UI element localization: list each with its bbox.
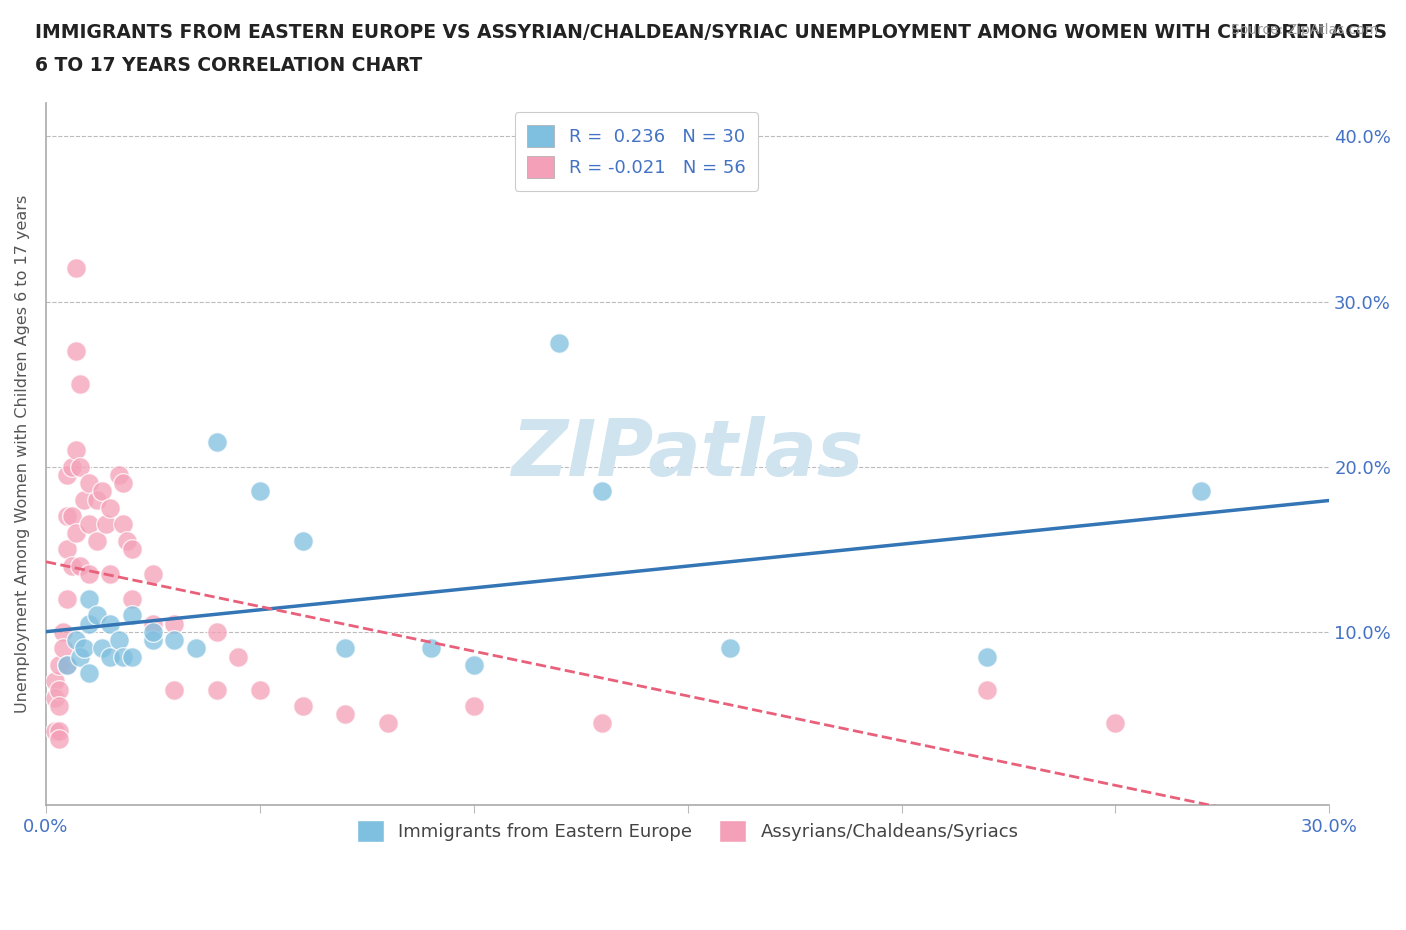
Point [335, 641, 357, 656]
Point [69, 459, 91, 474]
Point [44, 690, 66, 705]
Point [90, 484, 112, 498]
Point [107, 632, 129, 647]
Point [163, 683, 186, 698]
Point [90, 641, 112, 656]
Point [291, 534, 314, 549]
Point [69, 649, 91, 664]
Point [591, 484, 613, 498]
Point [111, 476, 134, 491]
Text: ZIPatlas: ZIPatlas [512, 417, 863, 492]
Point [249, 484, 271, 498]
Point [142, 616, 165, 631]
Point [548, 336, 571, 351]
Point [98, 616, 121, 631]
Point [48, 732, 70, 747]
Point [420, 641, 443, 656]
Point [56, 591, 79, 606]
Point [65, 343, 87, 358]
Point [56, 509, 79, 524]
Point [56, 468, 79, 483]
Point [48, 698, 70, 713]
Point [142, 624, 165, 639]
Point [60, 558, 83, 573]
Point [65, 443, 87, 458]
Point [121, 542, 143, 557]
Text: Source: ZipAtlas.com: Source: ZipAtlas.com [1230, 23, 1378, 37]
Text: IMMIGRANTS FROM EASTERN EUROPE VS ASSYRIAN/CHALDEAN/SYRIAC UNEMPLOYMENT AMONG WO: IMMIGRANTS FROM EASTERN EUROPE VS ASSYRI… [35, 23, 1388, 42]
Point [48, 683, 70, 698]
Point [1104, 715, 1126, 730]
Point [60, 509, 83, 524]
Point [65, 261, 87, 276]
Point [117, 534, 139, 549]
Point [86, 534, 108, 549]
Point [121, 591, 143, 606]
Point [463, 698, 485, 713]
Point [77, 591, 100, 606]
Point [121, 608, 143, 623]
Point [52, 641, 75, 656]
Point [73, 641, 96, 656]
Point [121, 649, 143, 664]
Point [73, 492, 96, 507]
Point [249, 683, 271, 698]
Point [77, 517, 100, 532]
Point [111, 517, 134, 532]
Point [60, 459, 83, 474]
Point [44, 724, 66, 738]
Point [48, 724, 70, 738]
Legend: Immigrants from Eastern Europe, Assyrians/Chaldeans/Syriacs: Immigrants from Eastern Europe, Assyrian… [349, 813, 1026, 849]
Point [77, 666, 100, 681]
Point [718, 641, 741, 656]
Point [98, 500, 121, 515]
Point [86, 492, 108, 507]
Point [142, 632, 165, 647]
Point [184, 641, 207, 656]
Point [163, 616, 186, 631]
Point [48, 658, 70, 672]
Point [65, 632, 87, 647]
Point [377, 715, 399, 730]
Text: 6 TO 17 YEARS CORRELATION CHART: 6 TO 17 YEARS CORRELATION CHART [35, 56, 422, 74]
Point [142, 566, 165, 581]
Point [69, 558, 91, 573]
Point [77, 476, 100, 491]
Point [205, 624, 228, 639]
Point [56, 542, 79, 557]
Point [77, 616, 100, 631]
Point [77, 566, 100, 581]
Point [44, 674, 66, 689]
Point [52, 624, 75, 639]
Point [98, 649, 121, 664]
Point [335, 707, 357, 722]
Point [1189, 484, 1212, 498]
Point [86, 608, 108, 623]
Point [205, 434, 228, 449]
Point [56, 658, 79, 672]
Point [976, 649, 998, 664]
Point [69, 377, 91, 392]
Y-axis label: Unemployment Among Women with Children Ages 6 to 17 years: Unemployment Among Women with Children A… [15, 195, 30, 713]
Point [65, 525, 87, 540]
Point [976, 683, 998, 698]
Point [56, 658, 79, 672]
Point [291, 698, 314, 713]
Point [111, 649, 134, 664]
Point [463, 658, 485, 672]
Point [94, 517, 117, 532]
Point [205, 683, 228, 698]
Point [107, 468, 129, 483]
Point [98, 566, 121, 581]
Point [228, 649, 250, 664]
Point [591, 715, 613, 730]
Point [163, 632, 186, 647]
